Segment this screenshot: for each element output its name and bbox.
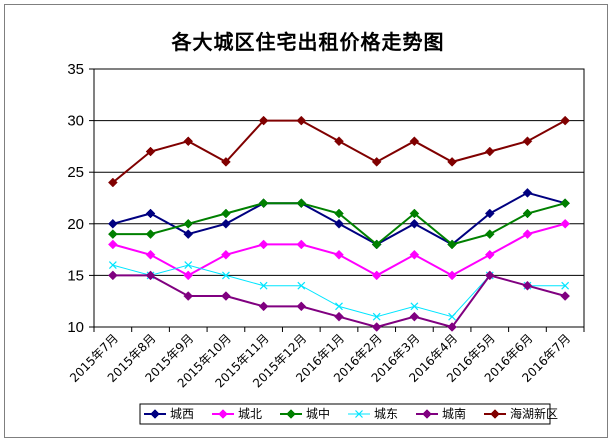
data-point [447,157,457,167]
data-point [409,249,420,260]
data-point [371,322,382,332]
data-point [409,311,420,322]
data-point [484,146,495,157]
chart-frame [4,4,608,438]
data-point [560,115,571,126]
data-point [561,281,570,290]
data-point [522,208,533,219]
y-tick-label: 10 [67,319,84,336]
data-point [296,115,307,126]
data-point [145,249,156,260]
plot-area [93,68,585,328]
y-tick-label: 25 [67,164,84,181]
legend [139,403,551,425]
data-point [371,239,382,250]
data-point [334,208,344,219]
legend-label: 城北 [238,407,262,421]
data-point [183,270,194,281]
data-point [183,218,194,229]
data-point [447,270,457,281]
data-point [258,301,269,312]
data-point [221,249,231,260]
data-point [183,229,194,239]
data-point [409,136,420,147]
data-point [484,229,495,239]
y-tick-label: 35 [67,61,84,78]
data-point [522,280,533,291]
legend-marker [150,409,160,419]
legend-marker [422,409,432,419]
data-point [183,136,194,147]
y-tick-label: 30 [67,113,84,130]
legend-marker [286,409,296,419]
data-point [108,261,117,270]
y-tick-label: 15 [67,267,84,284]
data-point [371,270,382,281]
data-point [107,218,118,229]
series-line-6 [112,119,566,184]
data-point [409,218,420,229]
data-point [107,239,118,250]
legend-label: 海湖新区 [510,406,558,421]
data-point [334,249,344,260]
data-point [296,198,307,209]
data-point [334,136,344,147]
data-point [221,208,231,219]
data-point [221,291,231,301]
data-point [522,229,533,239]
legend-marker [218,409,228,419]
y-tick-label: 20 [67,216,84,233]
data-point [447,239,457,250]
data-point [183,291,194,301]
data-point [409,208,420,219]
data-point [334,311,344,322]
data-point [258,239,269,250]
data-point [296,239,307,250]
data-point [560,218,571,229]
legend-label: 城西 [170,407,194,421]
data-point [560,291,571,301]
data-point [484,208,495,219]
data-point [335,302,343,311]
data-point [297,281,306,290]
data-point [372,312,381,321]
legend-label: 城南 [442,406,466,421]
data-point [107,177,118,188]
data-point [184,261,193,270]
data-point [371,157,382,167]
legend-marker [355,410,363,418]
legend-label: 城中 [306,406,330,421]
data-point [484,270,495,281]
data-point [259,281,268,290]
data-point [410,302,419,311]
legend-label: 城东 [374,407,398,421]
data-point [258,198,269,209]
data-point [522,136,533,147]
data-point [107,229,118,239]
data-point [334,218,344,229]
data-point [447,322,457,332]
data-point [296,301,307,312]
data-point [145,208,156,219]
data-point [522,187,533,198]
data-point [107,270,118,281]
series-line-1 [112,191,566,246]
data-point [145,146,156,157]
data-point [221,157,231,167]
data-point [448,312,457,321]
legend-marker [490,409,500,419]
data-point [145,229,156,239]
data-point [484,249,495,260]
chart-title: 各大城区住宅出租价格走势图 [171,30,445,54]
data-point [560,198,571,209]
data-point [258,115,269,126]
data-point [221,218,231,229]
data-point [221,271,230,280]
data-point [145,270,156,281]
